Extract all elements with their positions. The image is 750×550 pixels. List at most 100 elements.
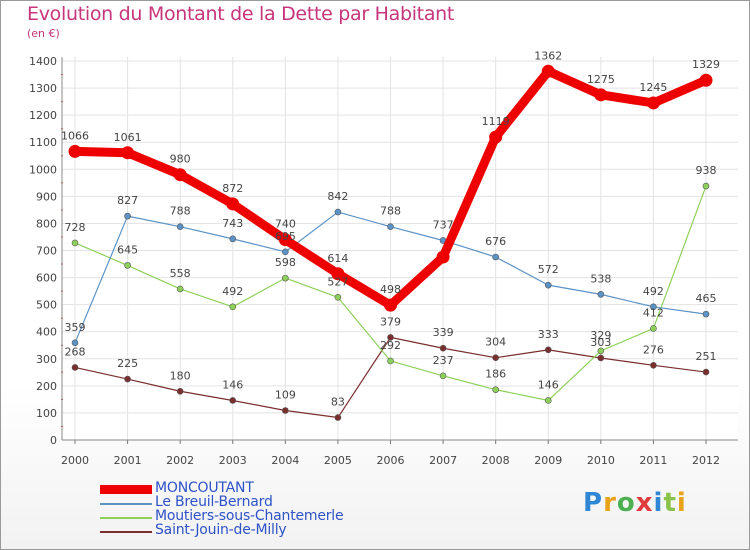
data-point [282, 274, 289, 282]
data-label: 304 [485, 336, 506, 349]
legend: MONCOUTANT Le Breuil-Bernard Moutiers-so… [100, 480, 430, 539]
x-tick-label: 2006 [377, 454, 405, 467]
logo-letter: x [635, 488, 654, 518]
data-label: 572 [538, 263, 559, 276]
legend-swatch-moutiers-sous-chantemerle [100, 517, 152, 519]
legend-label-saint-jouin-de-milly: Saint-Jouin-de-Milly [155, 522, 287, 538]
data-label: 676 [485, 235, 506, 248]
legend-label-moncoutant: MONCOUTANT [155, 480, 254, 496]
data-point [702, 368, 710, 376]
x-tick-label: 2007 [429, 454, 457, 467]
data-label: 333 [538, 328, 559, 341]
data-point [544, 281, 552, 289]
data-label: 1329 [692, 58, 720, 71]
data-point [436, 250, 450, 264]
data-label: 740 [275, 218, 296, 231]
data-label: 1362 [534, 49, 562, 62]
logo-letter: r [603, 488, 617, 518]
data-label: 465 [696, 292, 717, 305]
legend-item-moncoutant: MONCOUTANT [100, 480, 430, 497]
data-point [387, 223, 394, 230]
data-point [387, 357, 394, 365]
data-point [492, 253, 499, 261]
data-label: 237 [433, 354, 454, 367]
data-point [229, 303, 237, 311]
x-tick-label: 2008 [482, 454, 510, 467]
data-point [71, 364, 79, 371]
data-label: 1245 [639, 81, 667, 94]
data-point [121, 146, 135, 160]
data-point [650, 361, 657, 369]
data-label: 788 [170, 205, 191, 218]
logo-letter: P [583, 488, 604, 518]
y-tick-label: 800 [36, 217, 57, 230]
y-tick-label: 600 [36, 272, 57, 285]
data-label: 329 [590, 329, 611, 342]
y-tick-label: 1300 [29, 82, 57, 95]
data-point [68, 144, 82, 158]
logo-letter: i [653, 488, 664, 518]
data-label: 492 [643, 285, 664, 298]
data-label: 146 [222, 378, 243, 391]
data-point [489, 130, 503, 144]
legend-label-moutiers-sous-chantemerle: Moutiers-sous-Chantemerle [155, 508, 344, 524]
data-point [702, 310, 710, 318]
x-tick-label: 2012 [692, 454, 720, 467]
data-label: 527 [327, 275, 348, 288]
legend-item-moutiers-sous-chantemerle: Moutiers-sous-Chantemerle [100, 508, 430, 525]
data-point [282, 248, 289, 256]
data-point [650, 325, 657, 332]
data-label: 251 [696, 350, 717, 363]
data-point [597, 347, 605, 355]
data-point [124, 375, 131, 383]
data-label: 146 [538, 378, 559, 391]
y-tick-label: 1000 [29, 163, 57, 176]
data-label: 83 [331, 396, 345, 409]
data-label: 412 [643, 306, 664, 319]
data-label: 614 [327, 252, 348, 265]
data-label: 872 [222, 182, 243, 195]
data-point [384, 298, 397, 312]
data-point [439, 344, 447, 352]
y-tick-label: 500 [36, 299, 57, 312]
data-point [492, 354, 499, 362]
data-point [331, 267, 345, 281]
x-tick-label: 2010 [587, 454, 615, 467]
y-tick-label: 1400 [29, 55, 57, 68]
y-tick-label: 900 [36, 190, 57, 203]
data-label: 303 [590, 336, 611, 349]
x-tick-label: 2009 [534, 454, 562, 467]
data-point [334, 414, 342, 421]
data-label: 109 [275, 388, 296, 401]
data-label: 558 [170, 267, 191, 280]
data-label: 268 [65, 345, 86, 358]
data-point [176, 285, 184, 293]
data-point [646, 96, 660, 110]
data-point [541, 64, 555, 78]
data-label: 1061 [114, 131, 142, 144]
x-tick-label: 2001 [114, 454, 142, 467]
y-tick-label: 200 [36, 380, 57, 393]
legend-item-saint-jouin-de-milly: Saint-Jouin-de-Milly [100, 522, 430, 539]
data-label: 743 [222, 217, 243, 230]
x-tick-label: 2011 [639, 454, 667, 467]
logo-letter: t [663, 488, 677, 518]
data-label: 737 [433, 218, 454, 231]
data-label: 1275 [587, 73, 615, 86]
data-point [699, 73, 713, 87]
data-label: 379 [380, 315, 401, 328]
data-label: 938 [696, 164, 717, 177]
legend-label-le-breuil-bernard: Le Breuil-Bernard [155, 494, 273, 510]
legend-item-le-breuil-bernard: Le Breuil-Bernard [100, 494, 430, 511]
data-label: 728 [65, 221, 86, 234]
data-label: 276 [643, 343, 664, 356]
data-label: 788 [380, 205, 401, 218]
data-label: 359 [65, 321, 86, 334]
legend-swatch-moncoutant [100, 485, 152, 494]
y-tick-label: 300 [36, 353, 57, 366]
data-label: 292 [380, 339, 401, 352]
data-point [594, 88, 608, 102]
plot-area [62, 57, 738, 440]
data-point [229, 397, 237, 404]
data-label: 842 [327, 190, 348, 203]
